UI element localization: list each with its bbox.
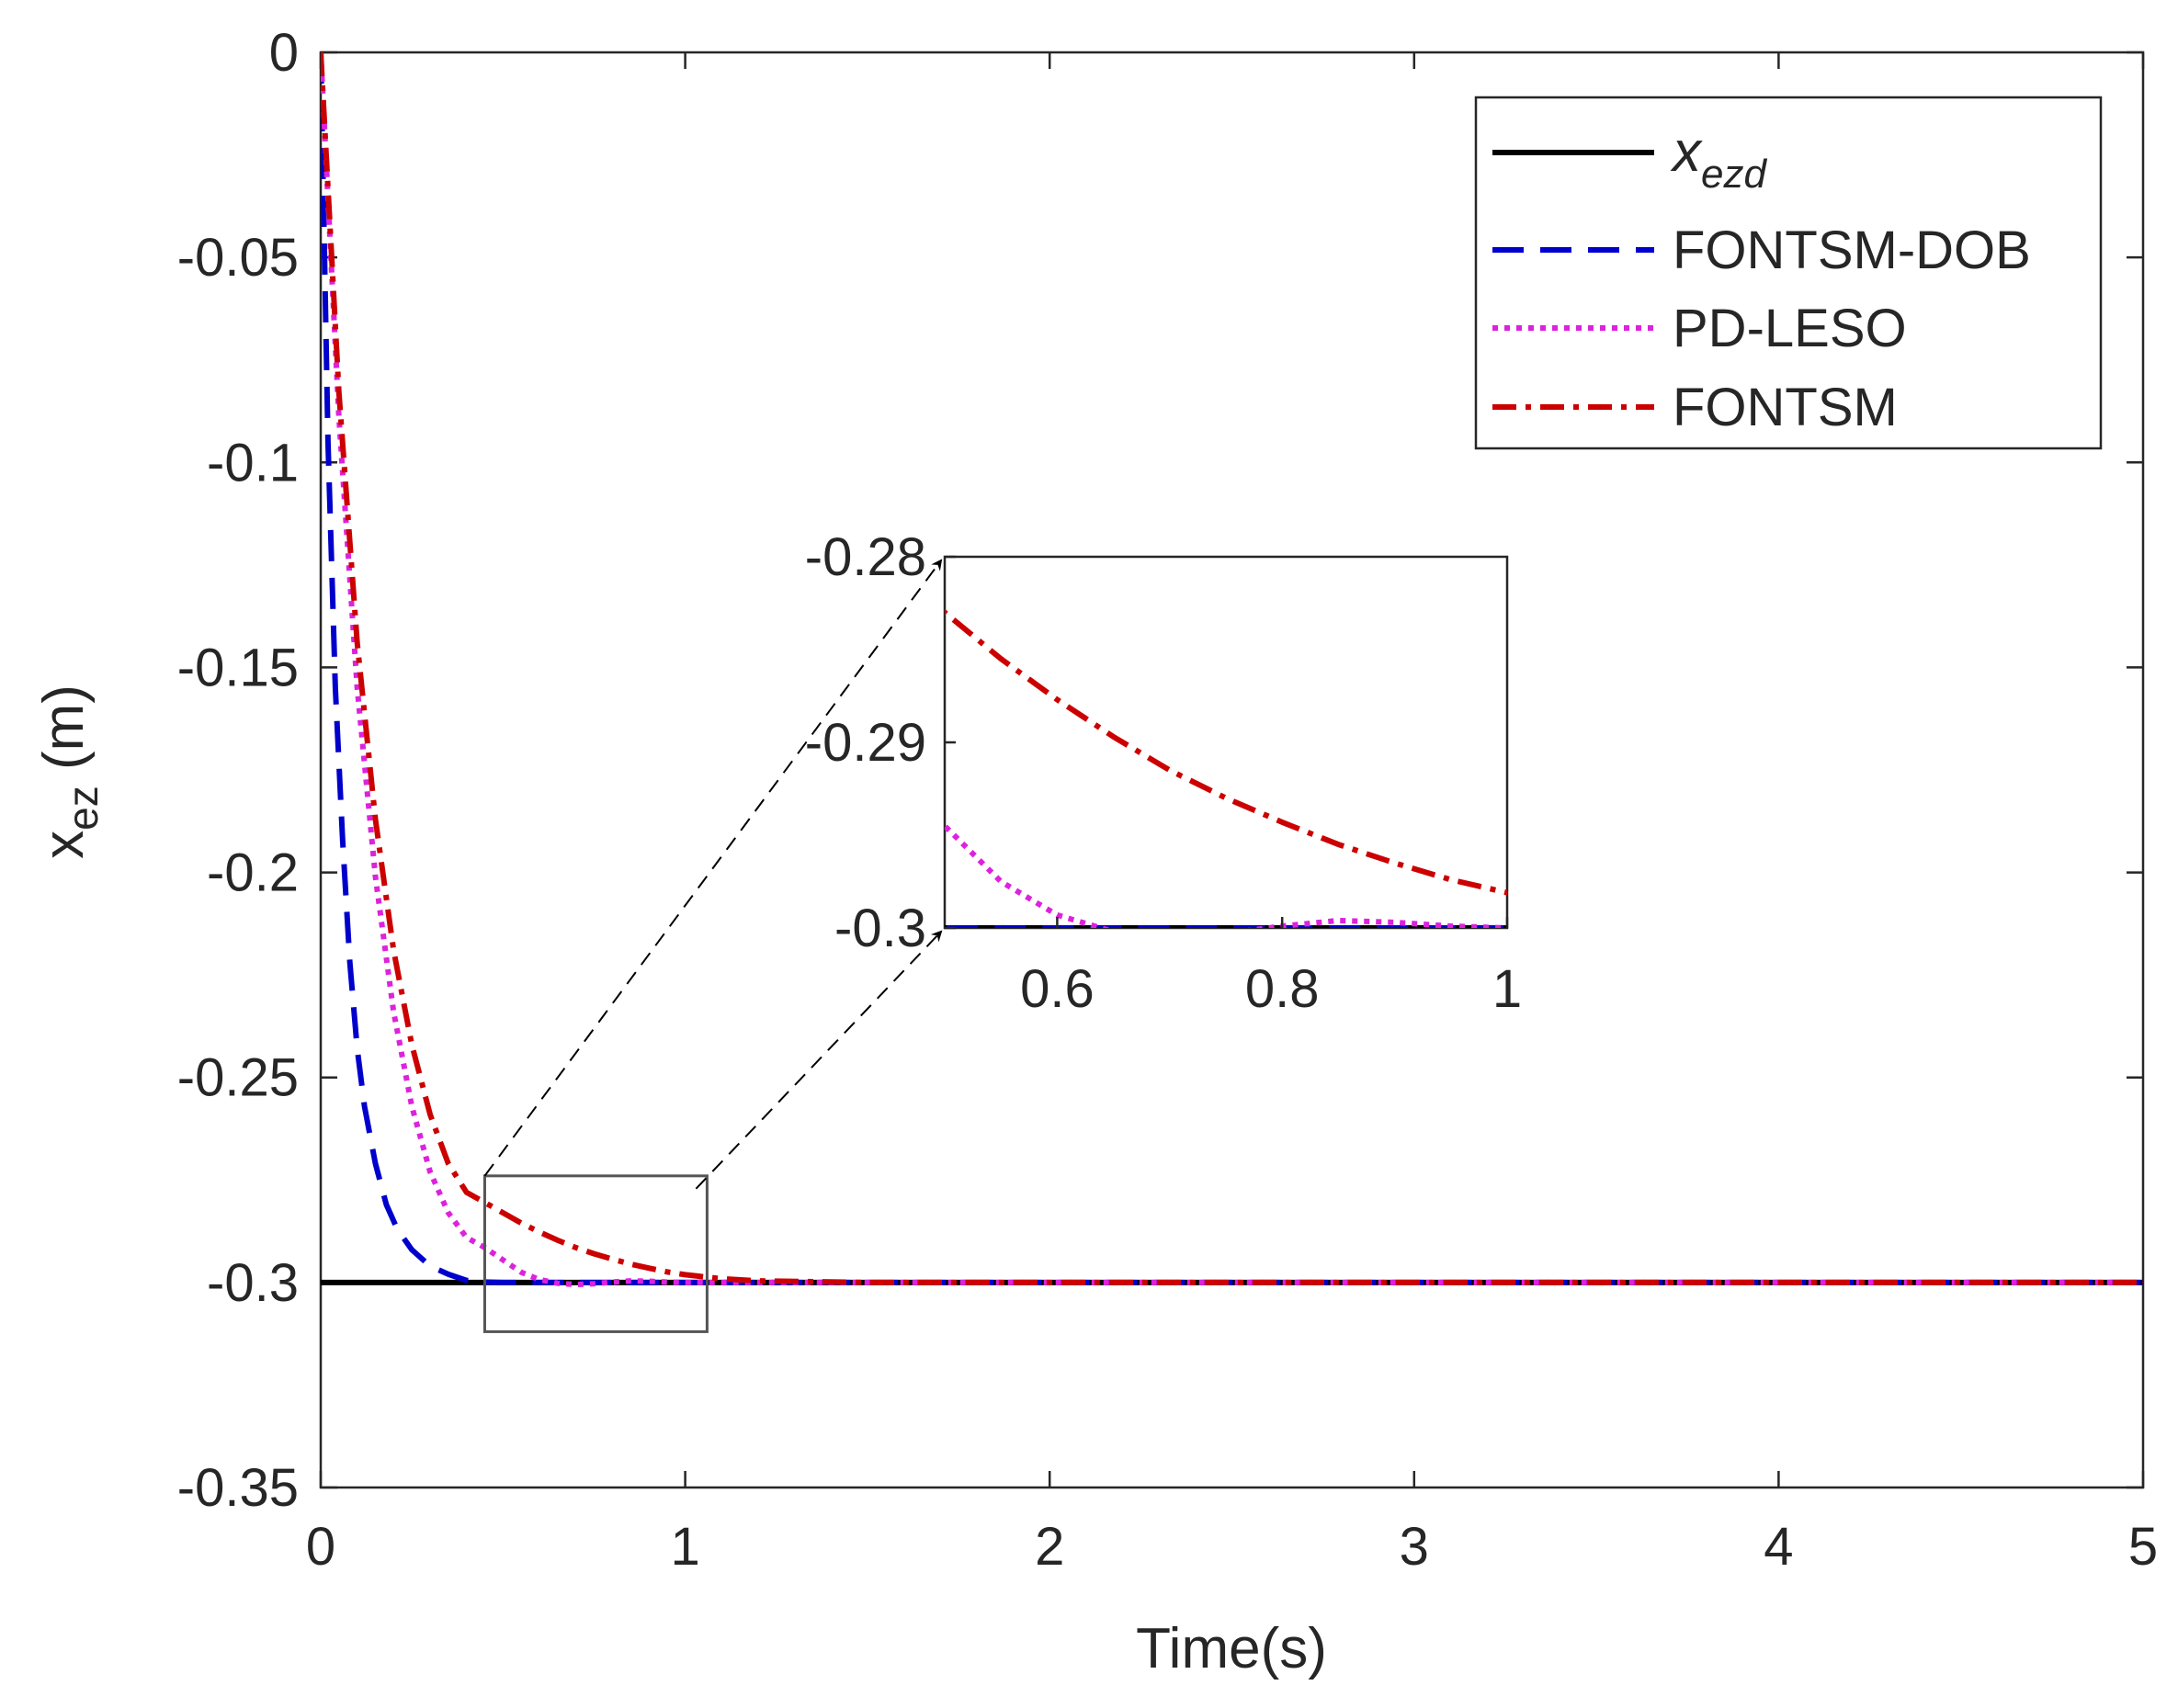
y-axis-title-unit: (m) [32,684,96,786]
series-fontsm-dob [321,52,2143,1285]
y-tick-label: -0.2 [207,843,299,903]
legend-label-fontsm-dob: FONTSM-DOB [1673,221,2031,280]
inset-x-tick-label: 1 [1492,959,1522,1019]
y-tick-label: -0.35 [177,1458,299,1518]
y-tick-label: -0.25 [177,1048,299,1108]
y-tick-label: 0 [269,23,299,83]
inset-y-tick-label: -0.28 [805,527,926,587]
legend-label-fontsm: FONTSM [1673,378,1898,437]
legend-label-xezd: xezd [1670,120,1767,197]
inset-y-tick-label: -0.3 [834,899,926,958]
x-tick-label: 3 [1400,1517,1429,1577]
inset-x-tick-label: 0.6 [1020,959,1095,1019]
x-tick-label: 5 [2128,1517,2158,1577]
x-tick-label: 0 [306,1517,335,1577]
inset-ticks: 0.6 0.8 1 -0.28 -0.29 -0.3 [805,527,1522,1019]
inset-y-tick-label: -0.29 [805,713,926,773]
legend: xezd FONTSM-DOB PD-LESO FONTSM [1474,96,2103,450]
y-axis-title-base: x [32,831,96,859]
y-tick-label: -0.05 [177,228,299,288]
y-axis-title: xez (m) [32,684,107,859]
y-axis-title-subscript: ez [59,786,107,831]
legend-label-xezd-subscript: ezd [1701,152,1767,197]
main-ticks: 0 1 2 3 4 5 0 -0.05 -0.1 -0.15 -0.2 -0.25 -0.3 -0.35 [177,23,2158,1577]
y-tick-label: -0.3 [207,1253,299,1313]
zoom-highlight-box [482,1174,709,1333]
x-tick-label: 4 [1764,1517,1793,1577]
x-tick-label: 1 [670,1517,699,1577]
legend-label-xezd-base: x [1670,120,1703,184]
main-series [321,52,2143,1288]
zoom-connector-top [483,559,943,1177]
x-tick-label: 2 [1035,1517,1064,1577]
legend-box [1474,96,2103,450]
series-fontsm [321,52,2143,1285]
zoom-connector-bottom [695,930,943,1190]
inset-x-tick-label: 0.8 [1245,959,1320,1019]
y-tick-label: -0.1 [207,433,299,492]
x-axis-title: Time(s) [1136,1617,1327,1680]
y-tick-label: -0.15 [177,638,299,697]
legend-label-pd-leso: PD-LESO [1673,299,1907,358]
